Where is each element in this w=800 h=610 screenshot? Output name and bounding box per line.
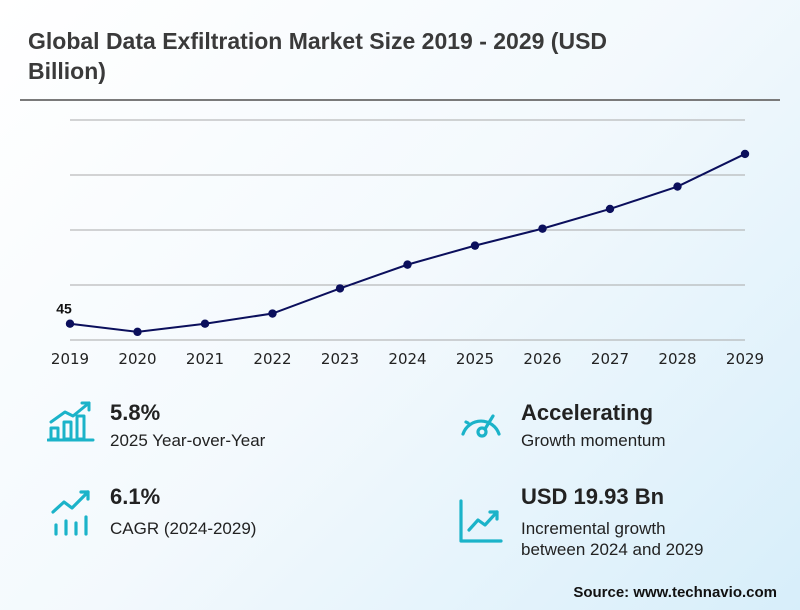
line-chart: 45 2019 2020 2021 2022 2023 2024 2025 2026 2027 2… xyxy=(51,119,764,368)
x-tick-2027: 2027 xyxy=(591,350,629,368)
stat-yoy-value: 5.8% xyxy=(110,400,161,425)
x-tick-2021: 2021 xyxy=(186,350,224,368)
stat-momentum-label: Growth momentum xyxy=(521,431,666,450)
x-tick-2022: 2022 xyxy=(253,350,291,368)
title-divider xyxy=(20,99,780,101)
data-points xyxy=(65,149,750,337)
data-point-2025 xyxy=(470,241,480,250)
data-point-2026 xyxy=(538,224,547,233)
stat-yoy: 5.8% 2025 Year-over-Year xyxy=(47,400,377,460)
x-tick-2020: 2020 xyxy=(118,350,156,368)
page-title: Global Data Exfiltration Market Size 201… xyxy=(28,28,608,84)
data-point-2021 xyxy=(200,319,210,328)
stat-yoy-label: 2025 Year-over-Year xyxy=(110,431,266,450)
stat-incremental: USD 19.93 Bn Incremental growth between … xyxy=(458,484,778,564)
data-point-2023 xyxy=(335,284,345,293)
stat-momentum: Accelerating Growth momentum xyxy=(458,400,778,460)
stat-cagr: 6.1% CAGR (2024-2029) xyxy=(50,484,380,544)
data-point-2028 xyxy=(673,182,682,191)
x-tick-2025: 2025 xyxy=(456,350,494,368)
x-tick-2023: 2023 xyxy=(321,350,359,368)
x-axis-ticks: 2019 2020 2021 2022 2023 2024 2025 2026 2027 2028… xyxy=(51,350,764,368)
data-point-2027 xyxy=(605,204,615,214)
stat-cagr-value: 6.1% xyxy=(110,484,161,509)
x-tick-2028: 2028 xyxy=(658,350,696,368)
gauge-icon xyxy=(461,414,501,438)
stat-cagr-label: CAGR (2024-2029) xyxy=(110,519,257,538)
data-label-2019: 45 xyxy=(56,301,72,317)
data-point-2022 xyxy=(268,309,277,318)
stat-incremental-value: USD 19.93 Bn xyxy=(521,484,665,509)
data-point-2029 xyxy=(740,149,750,159)
x-tick-2026: 2026 xyxy=(523,350,561,368)
trend-chart-icon xyxy=(459,499,503,543)
stat-incremental-label-line2: between 2024 and 2029 xyxy=(521,540,704,559)
gridlines xyxy=(70,119,745,341)
growth-line-bars-icon xyxy=(51,490,90,536)
stat-momentum-value: Accelerating xyxy=(521,400,654,425)
source-credit: Source: www.technavio.com xyxy=(573,584,777,601)
data-labels: 45 xyxy=(56,301,72,317)
series-line xyxy=(69,153,746,333)
x-tick-2029: 2029 xyxy=(726,350,764,368)
bar-growth-icon xyxy=(47,401,95,442)
data-point-2020 xyxy=(133,327,142,337)
data-point-2019 xyxy=(65,319,75,328)
x-tick-2019: 2019 xyxy=(51,350,89,368)
data-point-2024 xyxy=(403,260,412,269)
series-line-0 xyxy=(69,153,746,333)
x-tick-2024: 2024 xyxy=(388,350,426,368)
stat-incremental-label-line1: Incremental growth xyxy=(521,519,666,538)
